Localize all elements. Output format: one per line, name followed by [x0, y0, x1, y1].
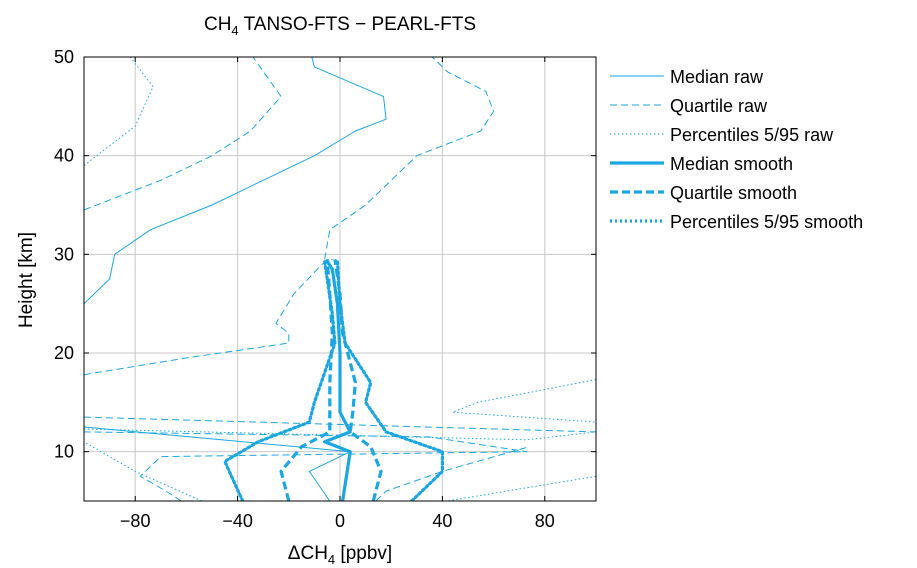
- legend-label: Median raw: [670, 67, 764, 87]
- y-tick-label: 10: [54, 442, 74, 462]
- tick-layer: −80 −40 0 40 80 10 20 30 40 50: [54, 47, 596, 531]
- series-percentiles-5-95-smooth: [223, 259, 337, 501]
- series-quartile-raw: [375, 446, 530, 501]
- series-percentiles-5-95-raw: [84, 428, 596, 441]
- legend-label: Percentiles 5/95 raw: [670, 125, 834, 145]
- series-layer: [84, 57, 596, 501]
- legend-label: Quartile smooth: [670, 183, 797, 203]
- x-tick-label: 40: [432, 511, 452, 531]
- chart-title-main: CH: [204, 14, 231, 35]
- chart-title-rest: TANSO-FTS − PEARL-FTS: [239, 14, 476, 35]
- y-tick-label: 30: [54, 244, 74, 264]
- y-tick-label: 40: [54, 146, 74, 166]
- series-quartile-raw: [84, 431, 528, 501]
- x-tick-label: −80: [120, 511, 151, 531]
- chart-title: CH4 TANSO-FTS − PEARL-FTS: [204, 14, 476, 38]
- series-quartile-raw: [324, 57, 495, 260]
- series-median-raw: [84, 57, 387, 305]
- legend-label: Quartile raw: [670, 96, 768, 116]
- y-axis-label: Height [km]: [16, 232, 37, 328]
- legend-label: Percentiles 5/95 smooth: [670, 212, 863, 232]
- series-quartile-raw: [84, 258, 333, 376]
- x-axis-label-unit: [ppbv]: [335, 543, 392, 564]
- y-tick-label: 20: [54, 343, 74, 363]
- legend-label: Median smooth: [670, 154, 793, 174]
- x-tick-label: −40: [222, 511, 253, 531]
- series-quartile-smooth: [333, 259, 383, 501]
- chart-title-subscript: 4: [231, 23, 238, 38]
- series-percentiles-5-95-raw: [84, 57, 154, 166]
- series-quartile-smooth: [279, 259, 334, 501]
- x-tick-label: 0: [335, 511, 345, 531]
- x-axis-label: ΔCH4 [ppbv]: [288, 543, 392, 567]
- series-percentiles-5-95-smooth: [335, 259, 444, 501]
- series-percentiles-5-95-raw: [452, 379, 596, 423]
- series-median-smooth: [323, 260, 352, 501]
- y-tick-label: 50: [54, 47, 74, 67]
- legend: Median raw Quartile raw Percentiles 5/95 r…: [610, 67, 863, 232]
- series-quartile-raw: [84, 416, 596, 433]
- series-median-raw: [84, 426, 351, 501]
- series-percentiles-5-95-raw: [447, 475, 596, 501]
- series-percentiles-5-95-raw: [84, 441, 203, 501]
- x-tick-label: 80: [535, 511, 555, 531]
- series-quartile-raw: [84, 57, 282, 211]
- x-axis-label-main: ΔCH: [288, 543, 328, 564]
- x-axis-label-subscript: 4: [328, 552, 335, 567]
